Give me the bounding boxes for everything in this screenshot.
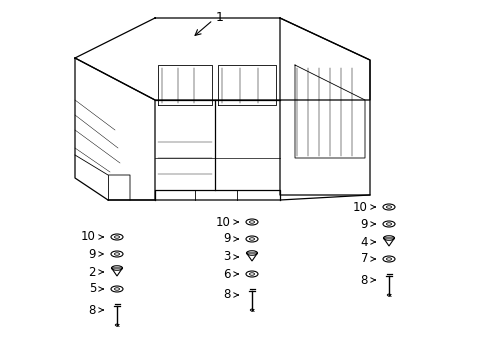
Text: 3: 3 [223, 251, 230, 264]
Text: 6: 6 [223, 267, 230, 280]
Text: 9: 9 [88, 248, 96, 261]
Text: 8: 8 [223, 288, 230, 302]
Text: 9: 9 [223, 233, 230, 246]
Text: 1: 1 [216, 10, 224, 23]
Text: 9: 9 [360, 217, 367, 230]
Text: 7: 7 [360, 252, 367, 266]
Text: 8: 8 [360, 274, 367, 287]
Text: 5: 5 [88, 283, 96, 296]
Text: 10: 10 [216, 216, 230, 229]
Text: 10: 10 [81, 230, 96, 243]
Text: 4: 4 [360, 235, 367, 248]
Text: 10: 10 [352, 201, 367, 213]
Text: 2: 2 [88, 266, 96, 279]
Text: 8: 8 [88, 303, 96, 316]
